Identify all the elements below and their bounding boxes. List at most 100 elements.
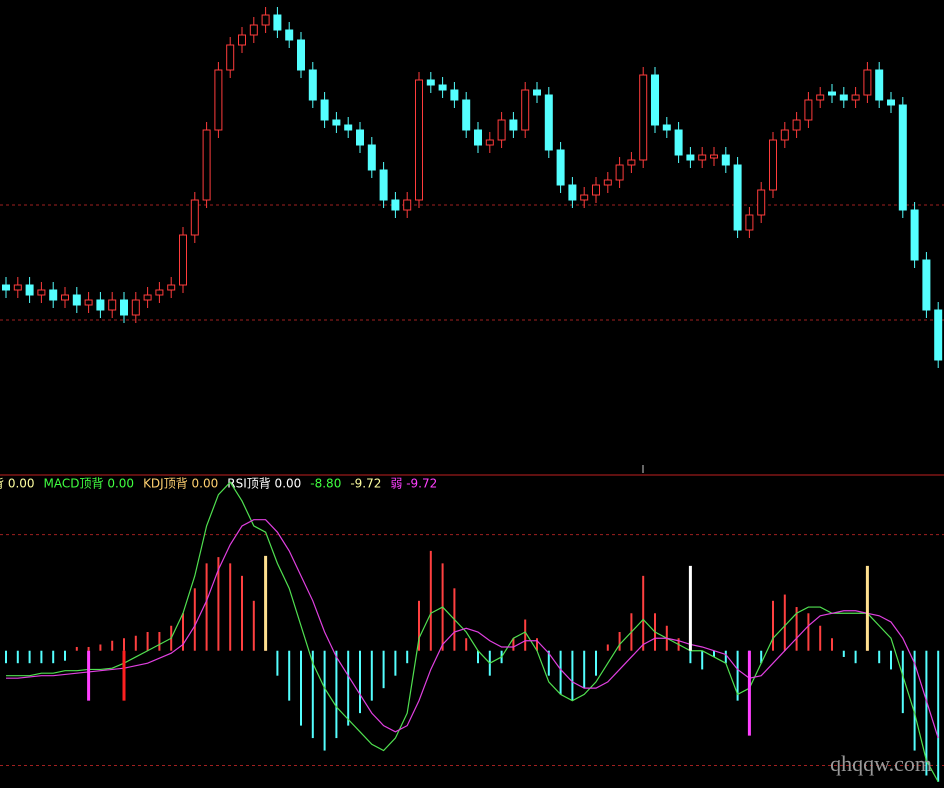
candle-body xyxy=(167,284,176,291)
macd-bar xyxy=(252,600,255,651)
macd-bar xyxy=(241,575,243,651)
legend-item: KDJ顶背 0.00 xyxy=(143,477,218,491)
macd-bar xyxy=(783,594,786,651)
candle-body xyxy=(379,169,388,201)
macd-bar xyxy=(311,650,314,739)
candle-body xyxy=(485,139,494,146)
candle-body xyxy=(308,69,317,101)
macd-bar xyxy=(359,650,361,714)
macd-bar xyxy=(158,632,161,651)
candle-body xyxy=(745,214,754,231)
candle-body xyxy=(780,129,789,141)
macd-bar xyxy=(28,650,31,664)
macd-bar xyxy=(193,588,196,651)
candle-body xyxy=(143,294,152,301)
candle-body xyxy=(898,104,907,211)
candle-body xyxy=(533,89,541,96)
macd-bar xyxy=(347,650,350,726)
macd-bar xyxy=(937,650,940,782)
candle-body xyxy=(639,74,648,161)
macd-bar xyxy=(724,650,727,664)
candle-body xyxy=(816,94,825,101)
candle-body xyxy=(49,289,58,301)
macd-bar xyxy=(524,619,527,651)
macd-bar xyxy=(146,632,149,651)
candle-body xyxy=(84,299,93,306)
candle-body xyxy=(438,84,447,91)
candle-body xyxy=(568,184,577,201)
candle-body xyxy=(96,299,105,311)
legend-item: -9.72 xyxy=(350,477,381,491)
macd-bar xyxy=(736,650,739,701)
macd-bar xyxy=(111,640,114,651)
candle-body xyxy=(556,149,565,186)
candle-body xyxy=(651,74,659,126)
candle-body xyxy=(851,94,860,101)
candle-body xyxy=(603,179,612,186)
macd-bar xyxy=(831,638,833,651)
legend-item: RSI顶背 0.00 xyxy=(227,477,301,491)
macd-bar xyxy=(406,650,409,664)
candle-body xyxy=(462,99,471,131)
candle-body xyxy=(297,39,305,71)
candle-body xyxy=(37,289,46,296)
macd-bar xyxy=(595,650,597,676)
candle-body xyxy=(72,294,81,306)
candle-body xyxy=(120,299,128,316)
macd-bar xyxy=(642,575,645,651)
legend-item: -8.80 xyxy=(310,477,341,491)
macd-bar xyxy=(276,650,279,676)
macd-bar xyxy=(323,650,326,751)
candle-body xyxy=(733,164,742,231)
macd-bar xyxy=(288,650,291,701)
candle-body xyxy=(190,199,199,236)
macd-bar xyxy=(229,563,232,651)
macd-bar xyxy=(5,650,7,664)
macd-bar xyxy=(925,650,928,776)
macd-bar xyxy=(512,638,515,651)
macd-bar xyxy=(842,650,845,657)
macd-bar xyxy=(370,650,373,701)
candle-body xyxy=(592,184,600,196)
candle-body xyxy=(202,129,211,201)
candle-body xyxy=(238,34,246,46)
candle-body xyxy=(804,99,813,121)
macd-bar xyxy=(182,613,184,651)
macd-bar xyxy=(547,650,550,676)
candle-body xyxy=(2,284,10,291)
macd-bar xyxy=(382,650,385,689)
candle-body xyxy=(674,129,683,156)
macd-bar xyxy=(477,650,479,664)
candle-body xyxy=(450,89,459,101)
candle-body xyxy=(108,299,117,311)
macd-bar xyxy=(418,600,420,651)
macd-bar xyxy=(300,650,302,726)
macd-bar xyxy=(559,650,562,695)
candle-body xyxy=(226,44,235,71)
candle-body xyxy=(426,79,435,86)
macd-bar xyxy=(16,650,19,664)
candle-body xyxy=(13,284,22,291)
macd-bar xyxy=(689,650,692,664)
macd-bar xyxy=(99,644,102,651)
macd-bar xyxy=(123,638,125,651)
macd-bar xyxy=(217,557,220,651)
indicator-line xyxy=(6,519,939,739)
macd-bar xyxy=(795,607,798,651)
candle-body xyxy=(415,79,423,201)
macd-bar xyxy=(618,632,621,651)
legend-item: 弱 -9.72 xyxy=(390,477,437,491)
candle-body xyxy=(261,14,270,26)
candle-body xyxy=(474,129,482,146)
candle-body xyxy=(521,89,530,131)
candle-body xyxy=(875,69,884,101)
macd-bar xyxy=(75,646,78,651)
watermark: qhqqw.com xyxy=(830,751,932,776)
macd-bar xyxy=(901,650,904,714)
candle-body xyxy=(934,309,943,361)
candle-body xyxy=(922,259,931,311)
candle-body xyxy=(662,124,671,131)
macd-bar xyxy=(134,635,137,651)
candle-body xyxy=(61,294,69,301)
candle-body xyxy=(332,119,341,126)
